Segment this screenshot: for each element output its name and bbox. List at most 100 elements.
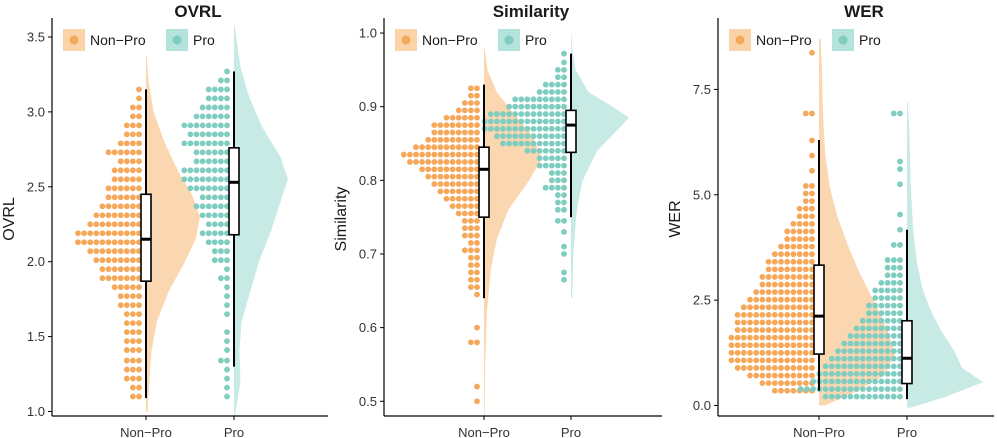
data-point-pro (884, 325, 891, 332)
data-point-non-pro (765, 357, 772, 364)
data-point-non-pro (136, 320, 142, 327)
y-tick-label: 0.6 (359, 320, 377, 335)
data-point-non-pro (474, 276, 480, 283)
data-point-non-pro (771, 258, 778, 265)
data-point-non-pro (747, 372, 753, 379)
data-point-pro (211, 248, 218, 255)
data-point-non-pro (111, 248, 118, 255)
data-point-non-pro (437, 122, 444, 129)
data-point-pro (524, 96, 531, 103)
data-point-non-pro (790, 304, 797, 311)
data-point-non-pro (468, 284, 474, 291)
data-point-non-pro (796, 342, 803, 349)
data-point-pro (187, 167, 194, 174)
data-point-non-pro (759, 281, 766, 288)
data-point-non-pro (474, 398, 480, 405)
data-point-non-pro (771, 387, 778, 394)
data-point-pro (828, 386, 835, 392)
data-point-non-pro (784, 311, 791, 318)
data-point-non-pro (123, 311, 130, 318)
data-point-non-pro (136, 347, 142, 353)
data-point-pro (205, 104, 212, 111)
legend-key-non-pro (735, 35, 745, 45)
data-point-non-pro (81, 230, 87, 237)
data-point-pro (561, 192, 567, 198)
data-point-pro (555, 192, 561, 198)
data-point-non-pro (809, 137, 815, 144)
data-point-non-pro (771, 251, 778, 258)
data-point-pro (878, 333, 885, 339)
data-point-non-pro (759, 365, 766, 371)
data-point-pro (859, 348, 866, 355)
data-point-non-pro (449, 151, 456, 158)
data-point-pro (218, 194, 224, 201)
data-point-pro (218, 140, 224, 147)
data-point-pro (884, 287, 891, 294)
data-point-non-pro (809, 183, 815, 189)
data-point-non-pro (802, 258, 809, 265)
data-point-pro (211, 158, 218, 165)
data-point-pro (506, 118, 512, 125)
data-point-pro (555, 133, 561, 140)
data-point-pro (530, 111, 537, 117)
data-point-non-pro (802, 380, 809, 387)
data-point-non-pro (778, 266, 784, 273)
data-point-non-pro (455, 114, 462, 121)
panel-title: WER (844, 2, 884, 21)
data-point-non-pro (99, 257, 106, 264)
data-point-pro (804, 386, 810, 392)
data-point-pro (847, 363, 854, 370)
data-point-non-pro (784, 357, 791, 364)
data-point-non-pro (802, 251, 809, 258)
data-point-non-pro (123, 221, 130, 228)
data-point-non-pro (759, 334, 766, 341)
data-point-non-pro (809, 357, 815, 364)
data-point-non-pro (419, 166, 425, 173)
data-point-pro (841, 393, 848, 400)
data-point-non-pro (778, 334, 784, 341)
data-point-pro (872, 348, 879, 355)
data-point-non-pro (747, 319, 753, 326)
data-point-non-pro (93, 248, 100, 255)
data-point-pro (224, 393, 230, 400)
data-point-non-pro (468, 210, 474, 217)
data-point-non-pro (759, 372, 766, 379)
data-point-pro (866, 340, 872, 347)
data-point-pro (835, 363, 841, 370)
data-point-pro (211, 149, 218, 156)
data-point-non-pro (468, 181, 474, 187)
data-point-pro (890, 333, 897, 339)
data-point-pro (561, 228, 567, 235)
data-point-non-pro (784, 274, 791, 280)
data-point-pro (224, 239, 230, 246)
legend-label-pro: Pro (525, 32, 547, 48)
data-point-non-pro (431, 181, 438, 187)
data-point-pro (878, 348, 885, 355)
data-point-non-pro (765, 327, 772, 333)
data-point-pro (224, 248, 230, 255)
data-point-non-pro (765, 372, 772, 379)
box-non-pro (478, 146, 490, 218)
data-point-pro (555, 147, 561, 154)
data-point-pro (218, 176, 224, 183)
data-point-non-pro (728, 342, 735, 349)
data-point-pro (224, 375, 230, 382)
data-point-non-pro (117, 221, 124, 228)
data-point-pro (872, 317, 879, 324)
data-point-pro (897, 279, 903, 286)
data-point-pro (859, 325, 866, 332)
data-point-non-pro (747, 334, 753, 341)
data-point-non-pro (796, 205, 803, 212)
data-point-pro (822, 378, 829, 385)
density-cloud-non-pro (484, 47, 542, 417)
data-point-non-pro (461, 100, 468, 106)
data-point-pro (205, 212, 212, 219)
data-point-non-pro (130, 230, 136, 237)
data-point-pro (884, 363, 891, 370)
data-point-non-pro (796, 266, 803, 273)
data-point-pro (561, 103, 567, 110)
data-point-non-pro (461, 166, 468, 173)
data-point-non-pro (778, 357, 784, 364)
data-point-pro (542, 103, 549, 110)
data-point-pro (193, 176, 200, 183)
